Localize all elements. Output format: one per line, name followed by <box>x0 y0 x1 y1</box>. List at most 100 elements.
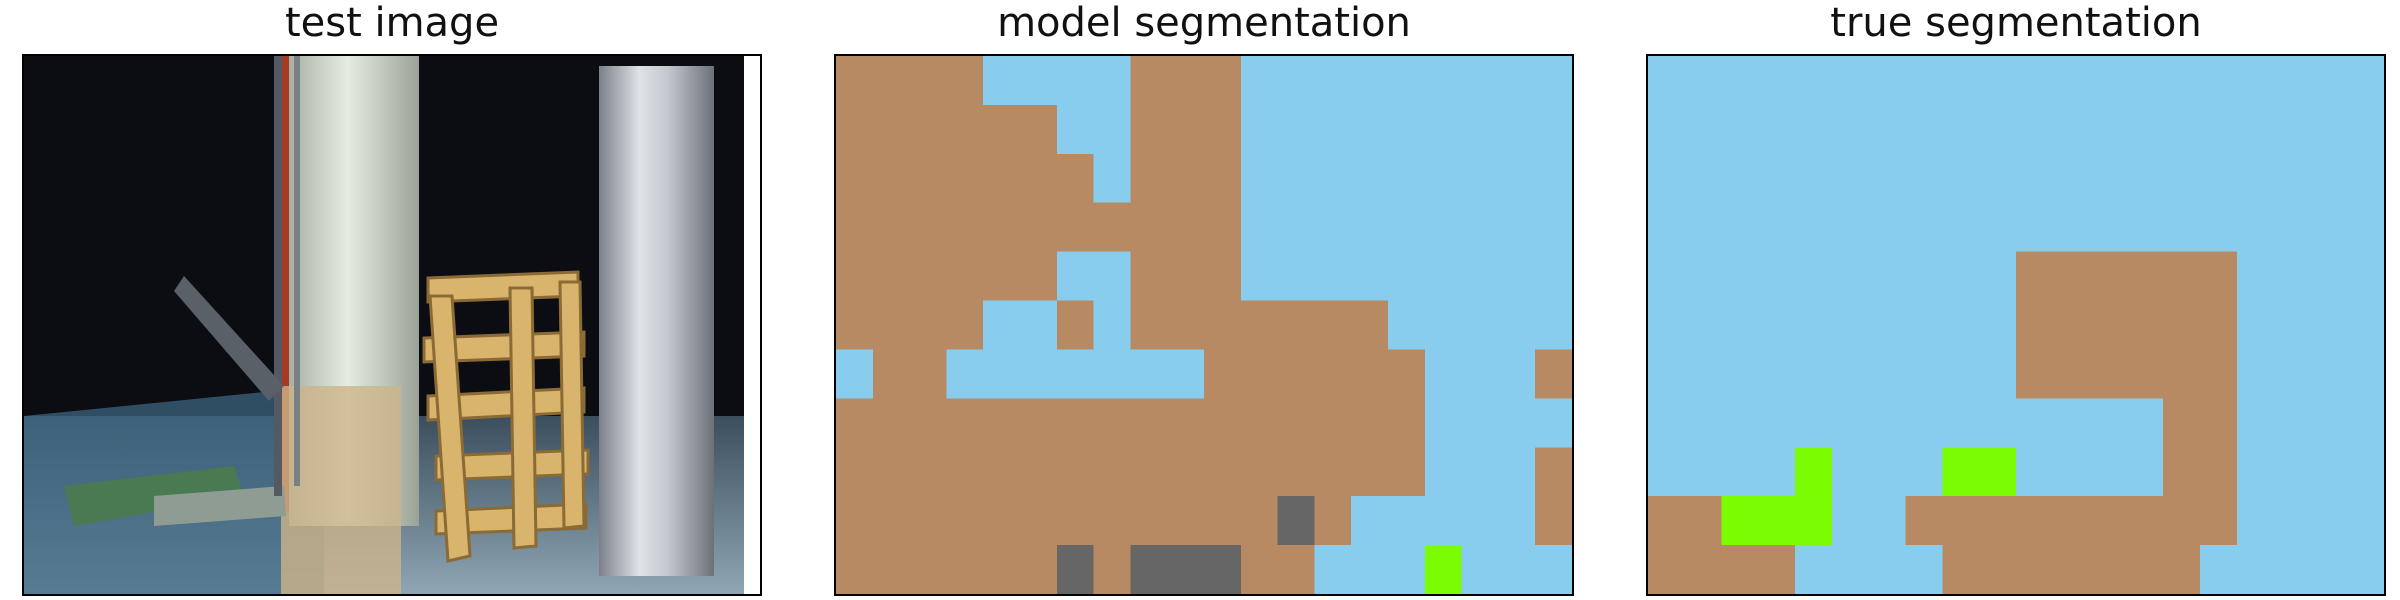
segment-cell-bright <box>1424 545 1463 594</box>
segment-cell-structure <box>1130 104 1168 155</box>
segment-cell-structure <box>2052 349 2091 399</box>
segment-cell-floor <box>2236 104 2275 155</box>
segment-cell-floor <box>1424 496 1463 546</box>
segment-cell-structure <box>1204 398 1242 448</box>
segment-cell-floor <box>1832 104 1870 155</box>
segment-cell-floor <box>1795 349 1833 399</box>
segment-cell-structure <box>836 447 874 497</box>
segment-cell-floor <box>1795 300 1833 351</box>
segment-cell-floor <box>1721 56 1759 106</box>
segment-cell-floor <box>1535 202 1572 253</box>
segment-cell-floor <box>2347 447 2384 497</box>
segment-cell-structure <box>2052 300 2091 351</box>
segment-cell-structure <box>872 153 911 204</box>
segment-cell-floor <box>1795 398 1833 448</box>
panel-title: model segmentation <box>997 0 1411 46</box>
segment-cell-floor <box>2273 398 2311 448</box>
segment-cell-structure <box>1314 398 1352 448</box>
segment-cell-floor <box>2347 251 2384 302</box>
segment-cell-structure <box>1204 496 1242 546</box>
segment-cell-floor <box>1314 153 1352 204</box>
segment-cell-floor <box>2236 251 2275 302</box>
segment-cell-floor <box>1721 153 1759 204</box>
segment-cell-structure <box>1056 447 1095 497</box>
segment-cell-floor <box>1905 545 1943 594</box>
segment-cell-structure <box>872 398 911 448</box>
segment-cell-structure <box>2200 349 2238 399</box>
segment-cell-bright <box>1721 496 1759 546</box>
segment-cell-floor <box>1388 545 1426 594</box>
segment-cell-floor <box>1684 153 1723 204</box>
segment-cell-floor <box>1942 56 1980 106</box>
segment-cell-floor <box>1461 545 1499 594</box>
segment-cell-floor <box>2016 56 2054 106</box>
segment-cell-floor <box>1942 349 1980 399</box>
segment-cell-floor <box>1942 251 1980 302</box>
segment-cell-floor <box>1868 496 1907 546</box>
segment-cell-floor <box>1832 202 1870 253</box>
segment-cell-floor <box>1868 545 1907 594</box>
segment-cell-structure <box>1020 104 1058 155</box>
segment-cell-floor <box>1832 56 1870 106</box>
segment-cell-floor <box>1684 104 1723 155</box>
segment-cell-floor <box>1905 104 1943 155</box>
segment-cell-structure <box>2200 300 2238 351</box>
segment-cell-structure <box>1167 251 1205 302</box>
segment-cell-structure <box>1240 447 1279 497</box>
segment-cell-floor <box>1979 202 2017 253</box>
segment-cell-floor <box>1093 153 1131 204</box>
segment-cell-structure <box>1388 349 1426 399</box>
segment-cell-structure <box>983 447 1021 497</box>
segment-cell-floor <box>1758 300 1796 351</box>
segment-cell-floor <box>1535 300 1572 351</box>
segment-cell-structure <box>1020 153 1058 204</box>
segment-cell-structure <box>1684 545 1723 594</box>
segment-cell-structure <box>1020 545 1058 594</box>
segment-cell-floor <box>1314 251 1352 302</box>
segment-cell-structure <box>1093 496 1131 546</box>
segment-cell-floor <box>1684 202 1723 253</box>
segment-cell-floor <box>2273 202 2311 253</box>
segment-cell-floor <box>1388 496 1426 546</box>
segment-cell-floor <box>2236 349 2275 399</box>
segment-cell-floor <box>1351 153 1389 204</box>
model-segmentation-frame <box>834 54 1574 596</box>
segment-cell-dark <box>1204 545 1242 594</box>
segment-cell-floor <box>1684 300 1723 351</box>
segment-cell-floor <box>1093 104 1131 155</box>
segment-cell-structure <box>1758 545 1796 594</box>
segment-cell-floor <box>1498 447 1536 497</box>
segment-cell-structure <box>1979 545 2017 594</box>
segment-cell-floor <box>1056 56 1095 106</box>
segment-cell-floor <box>2310 496 2348 546</box>
segment-cell-structure <box>909 251 947 302</box>
segment-cell-structure <box>2016 251 2054 302</box>
segment-cell-structure <box>1020 251 1058 302</box>
segment-cell-structure <box>1020 202 1058 253</box>
segment-cell-structure <box>1020 496 1058 546</box>
segment-cell-floor <box>2310 545 2348 594</box>
segment-cell-floor <box>2052 56 2091 106</box>
segment-cell-floor <box>1314 56 1352 106</box>
segment-cell-floor <box>2126 202 2164 253</box>
segment-cell-floor <box>1461 349 1499 399</box>
segment-cell-structure <box>946 300 984 351</box>
segment-cell-floor <box>2052 104 2091 155</box>
segment-cell-floor <box>1648 447 1686 497</box>
segment-cell-bright <box>1795 496 1833 546</box>
segment-cell-floor <box>1868 398 1907 448</box>
segment-cell-floor <box>2273 153 2311 204</box>
segment-cell-structure <box>1942 496 1980 546</box>
segment-cell-structure <box>1093 202 1131 253</box>
segment-cell-structure <box>836 398 874 448</box>
segment-cell-floor <box>2052 153 2091 204</box>
segment-cell-floor <box>1277 56 1315 106</box>
segment-cell-floor <box>1461 104 1499 155</box>
segment-cell-floor <box>2200 545 2238 594</box>
segment-cell-floor <box>1942 300 1980 351</box>
segment-cell-structure <box>983 398 1021 448</box>
segment-cell-floor <box>1314 202 1352 253</box>
segment-cell-structure <box>1535 447 1572 497</box>
segment-cell-structure <box>1093 398 1131 448</box>
panel-title: test image <box>284 0 500 46</box>
